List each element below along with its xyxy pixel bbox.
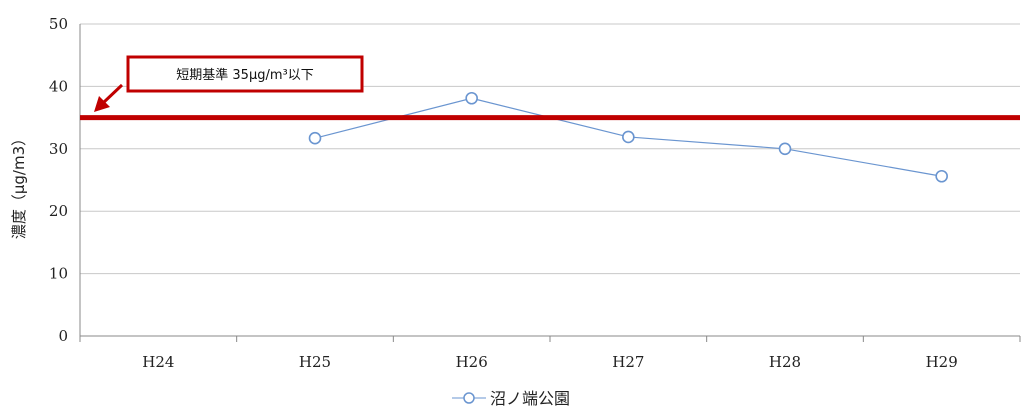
legend: 沼ノ端公園 <box>452 389 570 408</box>
x-tick-label: H24 <box>142 353 174 371</box>
legend-point-marker <box>463 392 475 404</box>
x-tick-label: H28 <box>769 353 801 371</box>
y-tick-labels: 0 10 20 30 40 50 <box>49 15 68 345</box>
legend-label: 沼ノ端公園 <box>490 389 570 408</box>
annotation-text: 短期基準 35μg/m³以下 <box>176 67 313 83</box>
x-tick-label: H26 <box>456 353 488 371</box>
y-tick-label: 50 <box>49 15 68 33</box>
annotation-arrow-head <box>94 96 110 112</box>
x-tick-label: H29 <box>926 353 958 371</box>
x-tick-label: H25 <box>299 353 331 371</box>
annotation: 短期基準 35μg/m³以下 <box>94 55 364 112</box>
data-point <box>308 131 322 145</box>
data-point <box>778 142 792 156</box>
data-point <box>622 130 635 144</box>
x-tick-label: H27 <box>612 353 644 371</box>
data-point <box>935 169 948 183</box>
y-tick-label: 0 <box>58 327 68 345</box>
y-axis-label: 濃度（μg/m3） <box>10 131 28 239</box>
x-tick-labels: H24 H25 H26 H27 H28 H29 <box>142 353 958 371</box>
annotation-box <box>126 55 364 93</box>
data-point <box>465 91 478 105</box>
annotation-arrow-shaft <box>101 83 124 105</box>
axes <box>79 24 1021 342</box>
y-tick-label: 20 <box>49 202 68 220</box>
y-tick-label: 10 <box>49 265 68 283</box>
y-tick-label: 30 <box>49 140 68 158</box>
y-tick-label: 40 <box>49 77 68 95</box>
series-layer <box>308 91 948 183</box>
